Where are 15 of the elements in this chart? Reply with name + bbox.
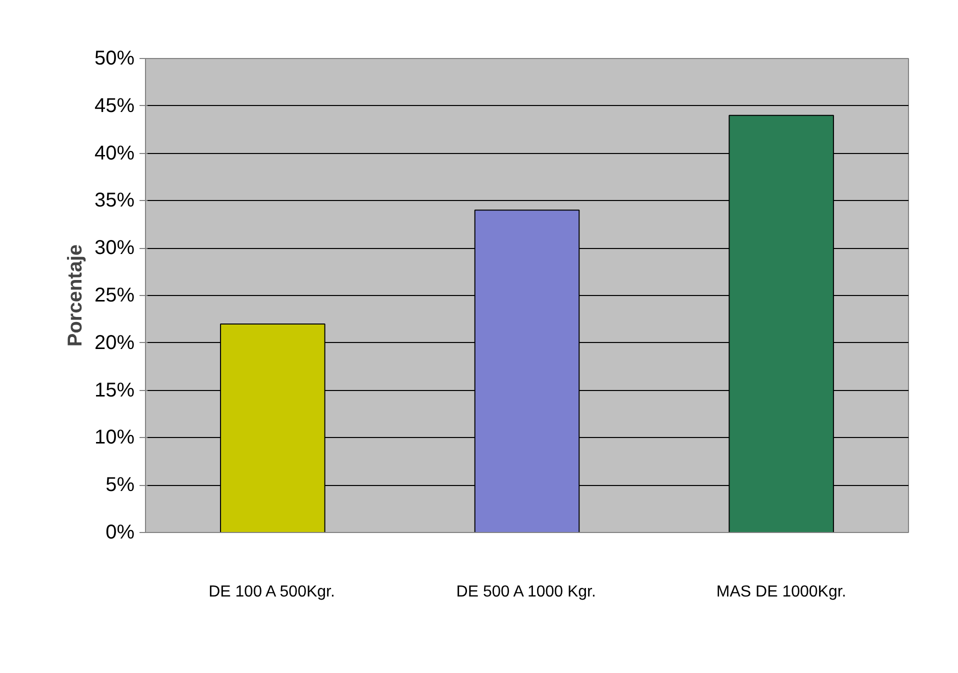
x-tick-label: DE 100 A 500Kgr. bbox=[208, 584, 335, 600]
y-tick-label: 15% bbox=[94, 379, 135, 402]
y-tick-label: 5% bbox=[106, 474, 135, 496]
x-tick-label: DE 500 A 1000 Kgr. bbox=[456, 584, 596, 600]
y-tick-label: 20% bbox=[94, 332, 135, 354]
y-axis-title: Porcentaje bbox=[64, 244, 86, 347]
y-tick-label: 30% bbox=[94, 237, 135, 260]
y-tick-label: 45% bbox=[94, 94, 135, 117]
y-tick-label: 35% bbox=[94, 190, 135, 212]
y-tick-label: 25% bbox=[94, 284, 135, 306]
y-tick-label: 10% bbox=[94, 426, 135, 449]
x-tick-label: MAS DE 1000Kgr. bbox=[716, 584, 846, 600]
y-tick-label: 50% bbox=[94, 48, 135, 70]
y-tick-label: 40% bbox=[94, 142, 135, 164]
y-tick-label: 0% bbox=[106, 522, 135, 544]
